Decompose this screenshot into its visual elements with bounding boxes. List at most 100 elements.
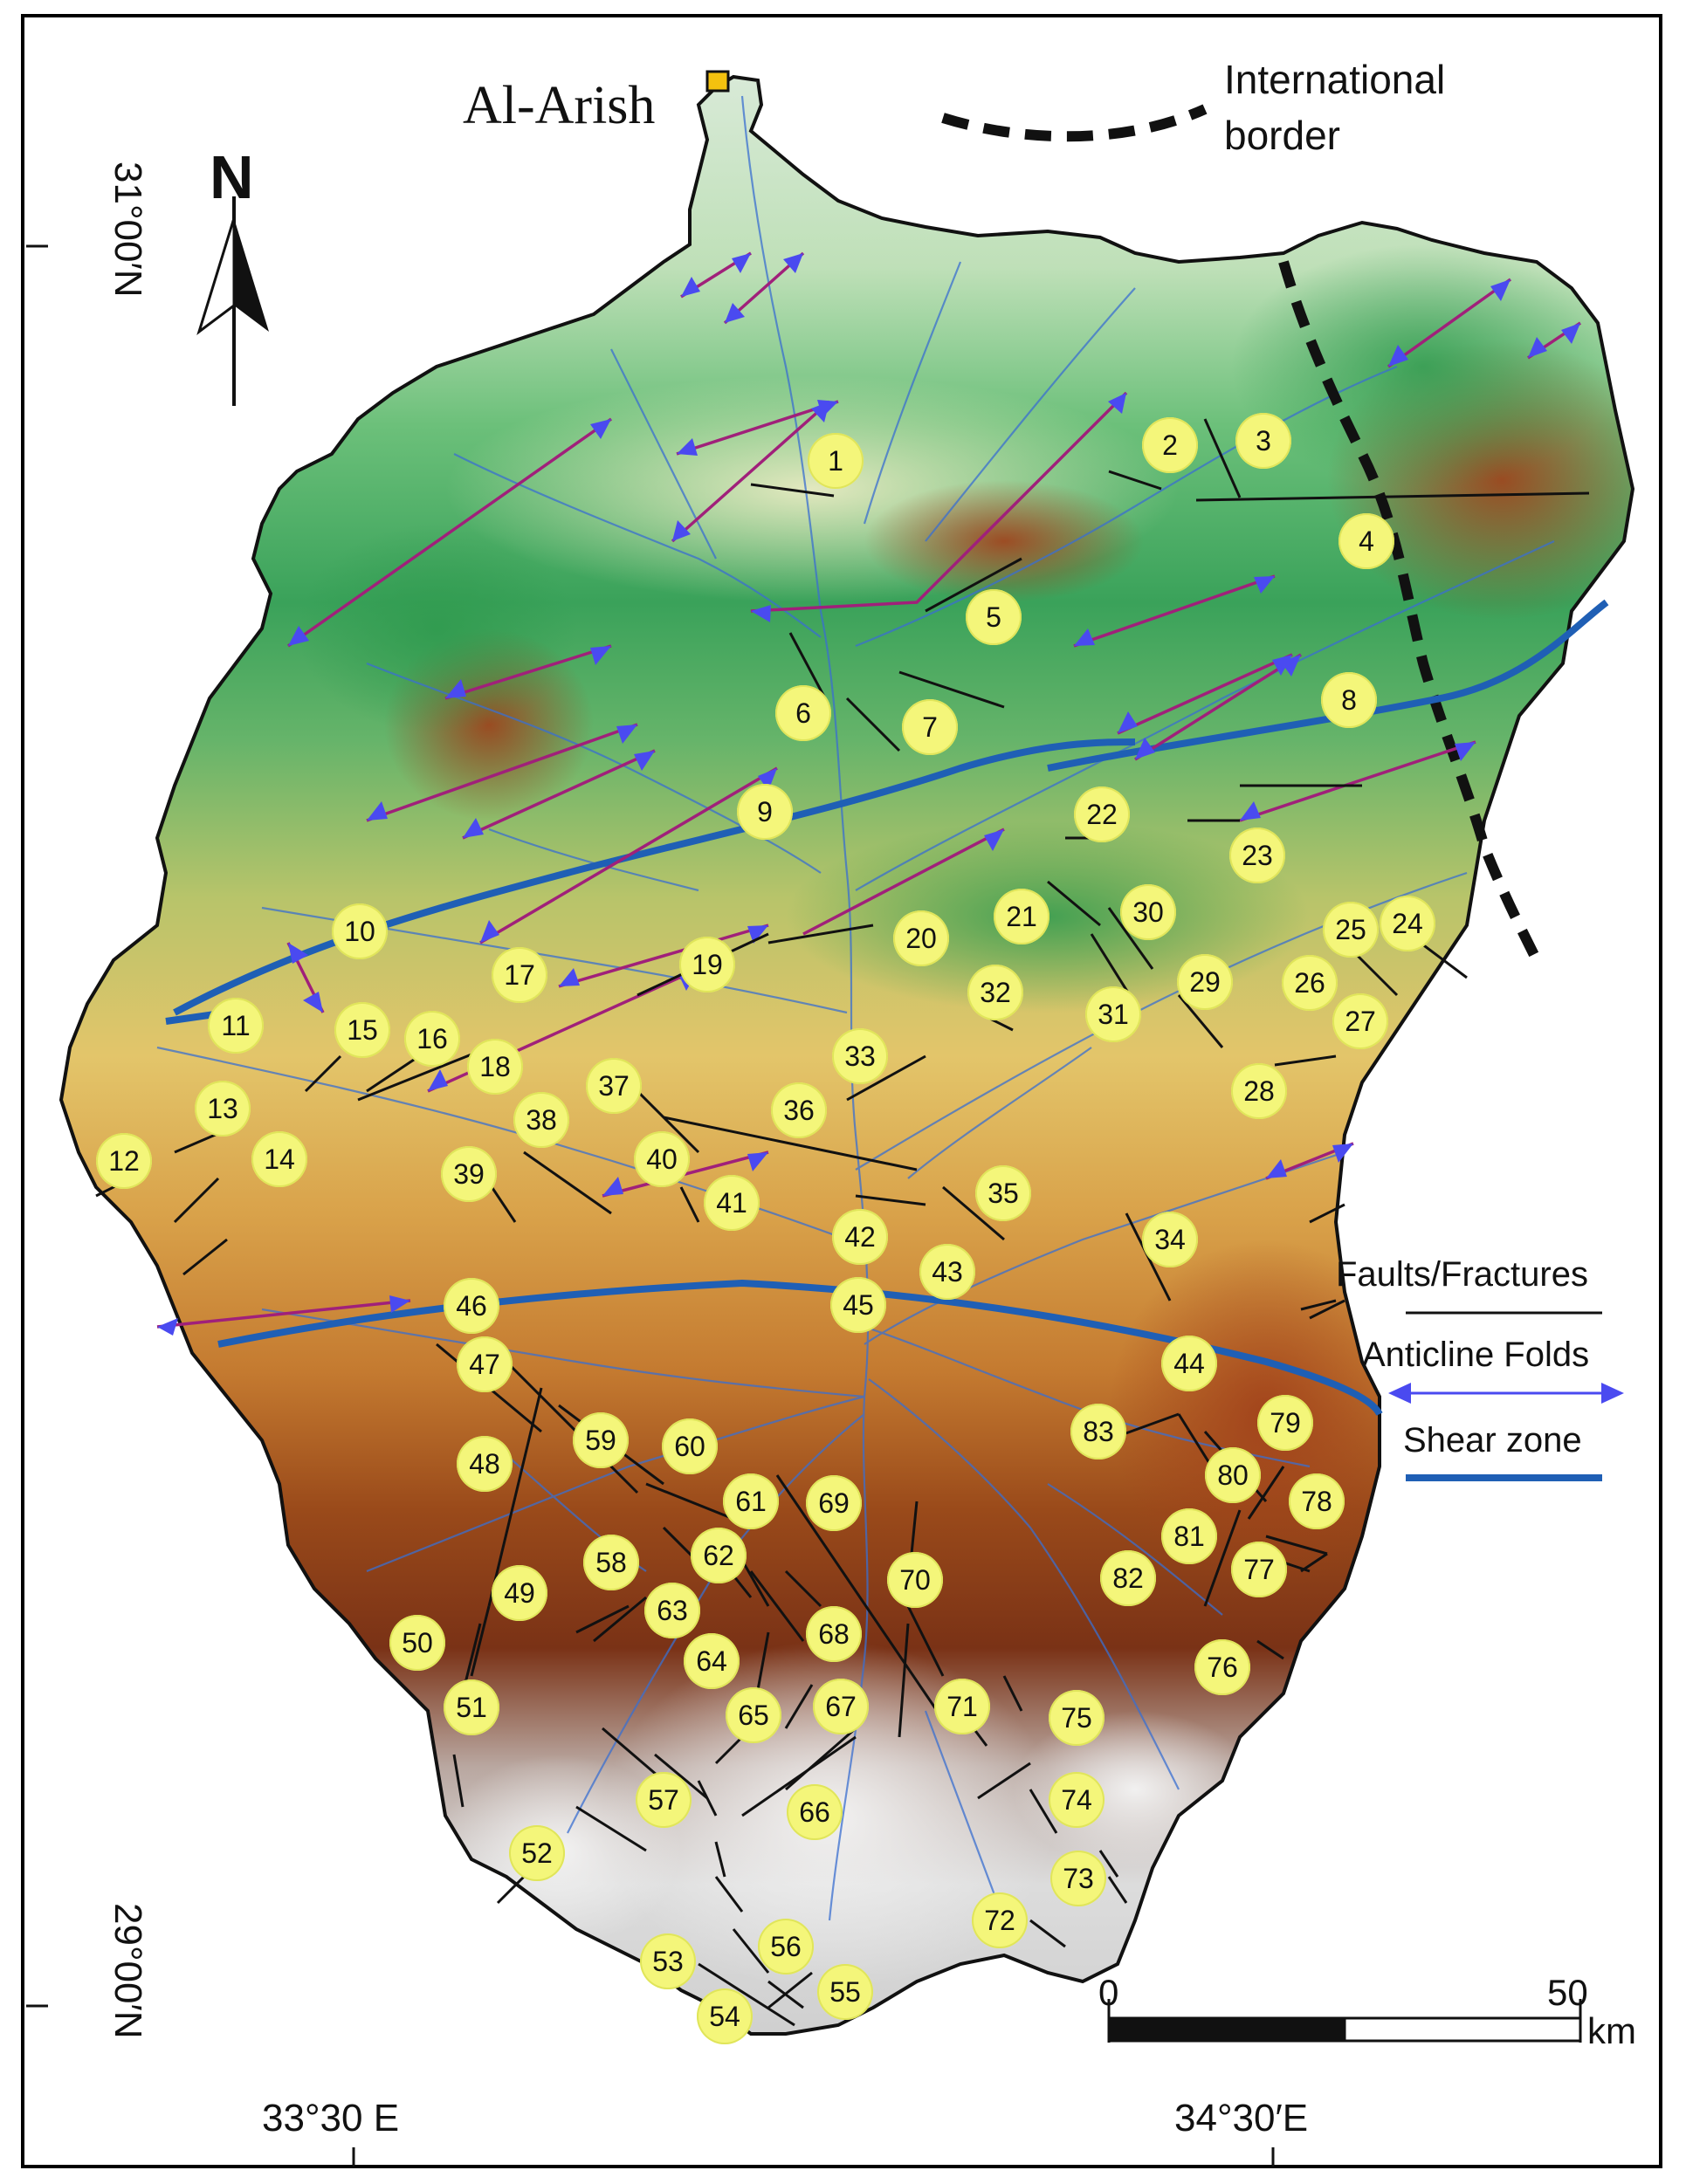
site-marker-14: 14	[251, 1131, 307, 1187]
site-marker-69: 69	[806, 1475, 862, 1531]
site-marker-38: 38	[513, 1092, 569, 1148]
site-marker-30: 30	[1120, 884, 1176, 940]
site-marker-18: 18	[467, 1039, 523, 1095]
legend-folds-label: Anticline Folds	[1362, 1336, 1590, 1374]
site-marker-68: 68	[806, 1606, 862, 1662]
site-marker-79: 79	[1257, 1395, 1313, 1451]
site-marker-16: 16	[404, 1011, 460, 1067]
site-marker-74: 74	[1049, 1772, 1105, 1828]
legend-fold-sample	[1388, 1383, 1624, 1404]
site-marker-77: 77	[1231, 1542, 1287, 1597]
legend-border-sample	[941, 104, 1208, 142]
site-marker-42: 42	[832, 1209, 888, 1265]
site-marker-10: 10	[332, 903, 388, 959]
site-marker-35: 35	[975, 1165, 1031, 1221]
site-marker-58: 58	[583, 1535, 639, 1590]
site-marker-81: 81	[1161, 1508, 1217, 1564]
site-marker-57: 57	[636, 1772, 692, 1828]
site-marker-27: 27	[1332, 993, 1388, 1049]
site-marker-7: 7	[902, 699, 958, 755]
site-marker-22: 22	[1074, 786, 1130, 842]
site-marker-34: 34	[1142, 1212, 1198, 1267]
site-marker-52: 52	[509, 1825, 565, 1881]
site-marker-8: 8	[1321, 672, 1377, 728]
latitude-label-bottom: 29°00′N	[107, 1903, 149, 2039]
site-marker-59: 59	[573, 1412, 629, 1468]
site-marker-75: 75	[1049, 1690, 1105, 1746]
scale-end-label: 50	[1547, 1972, 1588, 2013]
site-marker-67: 67	[813, 1679, 869, 1734]
site-marker-9: 9	[737, 784, 793, 840]
site-marker-12: 12	[96, 1133, 152, 1189]
site-marker-46: 46	[444, 1278, 499, 1334]
site-marker-36: 36	[771, 1082, 827, 1138]
site-marker-21: 21	[994, 889, 1049, 944]
faults-fractures	[95, 418, 1590, 2027]
scale-unit-label: km	[1587, 2010, 1636, 2051]
site-marker-15: 15	[334, 1002, 390, 1058]
site-marker-3: 3	[1235, 413, 1291, 469]
site-marker-56: 56	[758, 1919, 814, 1975]
site-marker-63: 63	[644, 1583, 700, 1638]
site-marker-4: 4	[1338, 513, 1394, 569]
site-marker-45: 45	[830, 1277, 886, 1333]
graticule-ticks	[26, 244, 1275, 2167]
site-marker-65: 65	[726, 1687, 781, 1743]
site-marker-55: 55	[817, 1964, 873, 2020]
site-marker-25: 25	[1323, 902, 1379, 958]
site-marker-70: 70	[887, 1552, 943, 1608]
site-marker-20: 20	[893, 910, 949, 966]
longitude-label-left: 33°30 E	[262, 2097, 400, 2139]
site-marker-23: 23	[1229, 828, 1285, 883]
site-marker-53: 53	[640, 1933, 696, 1989]
site-marker-13: 13	[195, 1081, 251, 1137]
site-marker-40: 40	[634, 1131, 690, 1187]
site-marker-37: 37	[586, 1058, 642, 1114]
site-marker-66: 66	[787, 1784, 843, 1840]
site-marker-5: 5	[966, 589, 1022, 645]
legend-shear-label: Shear zone	[1403, 1421, 1582, 1459]
site-marker-78: 78	[1289, 1473, 1345, 1529]
site-marker-60: 60	[662, 1418, 718, 1474]
site-marker-43: 43	[919, 1244, 975, 1300]
site-marker-80: 80	[1205, 1447, 1261, 1503]
site-marker-71: 71	[934, 1679, 990, 1734]
al-arish-marker	[705, 70, 730, 93]
international-border	[1278, 260, 1542, 963]
site-marker-51: 51	[444, 1679, 499, 1735]
city-label-al-arish: Al-Arish	[463, 76, 656, 135]
north-label: N	[210, 143, 254, 211]
site-marker-44: 44	[1161, 1336, 1217, 1391]
site-marker-82: 82	[1100, 1550, 1156, 1606]
anticline-folds	[156, 251, 1581, 1336]
longitude-label-right: 34°30′E	[1174, 2097, 1309, 2139]
legend-border-label-line1: International	[1224, 57, 1446, 102]
site-marker-73: 73	[1050, 1851, 1106, 1906]
site-marker-19: 19	[679, 937, 735, 992]
site-marker-41: 41	[704, 1175, 760, 1231]
latitude-label-top: 31°00′N	[107, 161, 149, 298]
site-marker-83: 83	[1070, 1404, 1126, 1459]
site-marker-48: 48	[457, 1436, 513, 1492]
site-marker-50: 50	[389, 1615, 445, 1671]
legend-border-label-line2: border	[1224, 113, 1340, 158]
legend-faults-label: Faults/Fractures	[1336, 1255, 1588, 1294]
site-marker-11: 11	[208, 998, 264, 1054]
site-marker-39: 39	[441, 1146, 497, 1202]
site-marker-31: 31	[1085, 986, 1141, 1042]
site-marker-29: 29	[1177, 954, 1233, 1010]
site-marker-33: 33	[832, 1028, 888, 1084]
site-marker-64: 64	[684, 1633, 740, 1689]
site-marker-47: 47	[457, 1336, 513, 1392]
site-marker-61: 61	[723, 1473, 779, 1529]
site-marker-32: 32	[967, 965, 1023, 1020]
site-marker-49: 49	[492, 1565, 547, 1621]
scale-bar	[1107, 1999, 1582, 2043]
site-marker-2: 2	[1142, 417, 1198, 473]
scale-start-label: 0	[1098, 1972, 1119, 2013]
site-marker-17: 17	[492, 947, 547, 1003]
north-arrow-icon	[196, 196, 269, 406]
site-marker-6: 6	[775, 685, 831, 741]
site-marker-54: 54	[697, 1988, 753, 2044]
